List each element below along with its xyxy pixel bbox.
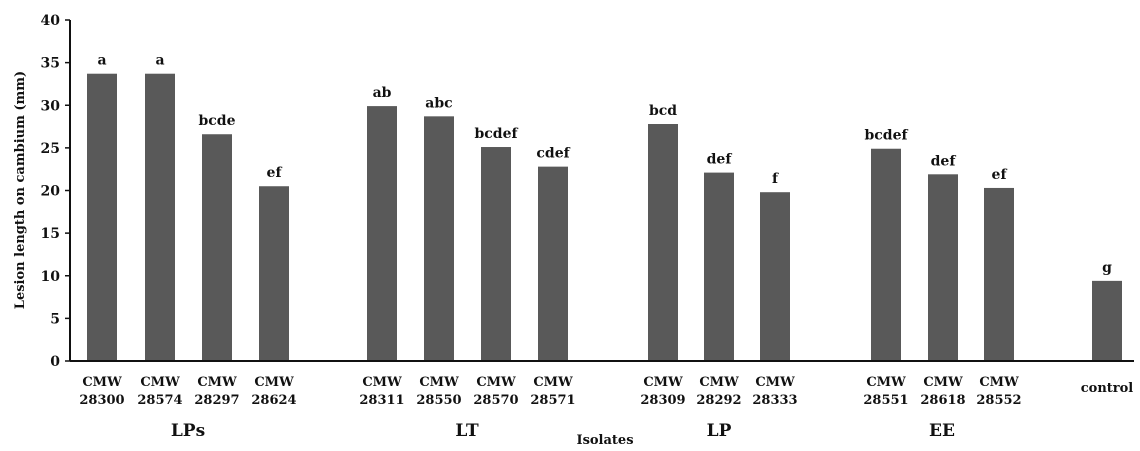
significance-label: ab [373, 85, 392, 101]
y-tick-label: 40 [41, 13, 61, 29]
y-tick-label: 25 [41, 141, 60, 157]
bar [87, 73, 117, 362]
bar [145, 73, 175, 362]
bar [259, 186, 289, 361]
category-label-line1: CMW [923, 375, 963, 390]
significance-label: ef [267, 165, 283, 181]
significance-label: g [1102, 260, 1112, 276]
category-label-line2: 28552 [976, 393, 1021, 408]
category-label-line1: CMW [254, 375, 294, 390]
bar [367, 106, 397, 361]
group-label: EE [929, 421, 955, 441]
category-label-line2: 28574 [137, 393, 182, 408]
category-label-line2: 28624 [251, 393, 296, 408]
significance-label: f [772, 171, 779, 187]
significance-label: abc [425, 95, 452, 111]
bar [202, 134, 232, 361]
category-label-line1: CMW [866, 375, 906, 390]
group-label: LT [455, 421, 479, 441]
category-label-line1: CMW [362, 375, 402, 390]
category-label-line1: CMW [197, 375, 237, 390]
bar [760, 192, 790, 361]
significance-label: a [97, 53, 106, 69]
bar [538, 166, 568, 361]
category-label-line1: CMW [476, 375, 516, 390]
category-label-line1: CMW [643, 375, 683, 390]
category-label-line2: 28618 [920, 393, 965, 408]
bar [704, 172, 734, 361]
category-label-line1: CMW [533, 375, 573, 390]
y-tick-label: 0 [50, 354, 60, 370]
category-label-line1: CMW [755, 375, 795, 390]
category-label-line2: 28300 [79, 393, 124, 408]
significance-label: ef [992, 167, 1008, 183]
y-tick-label: 10 [41, 269, 61, 285]
x-axis-label: Isolates [576, 433, 633, 448]
y-tick-label: 15 [41, 226, 60, 242]
y-tick-label: 20 [41, 184, 61, 200]
category-label-line1: CMW [419, 375, 459, 390]
y-tick-label: 5 [50, 311, 60, 327]
category-label-line2: 28297 [194, 393, 239, 408]
bar [424, 116, 454, 362]
category-label-line2: 28551 [863, 393, 908, 408]
category-label-line2: 28570 [473, 393, 518, 408]
group-label: LP [707, 421, 732, 441]
category-label-line2: 28309 [640, 393, 685, 408]
significance-label: bcd [649, 103, 677, 119]
significance-label: a [155, 53, 164, 69]
category-label-line2: 28311 [359, 393, 404, 408]
category-label-line2: 28333 [752, 393, 797, 408]
category-label-line1: CMW [699, 375, 739, 390]
y-tick-label: 30 [41, 98, 61, 114]
significance-label: def [931, 153, 957, 169]
y-tick-label: 35 [41, 56, 60, 72]
labels-layer: a CMW 28300 a CMW 28574 bcde CMW 28297 ef CMW 28624… [79, 53, 1133, 441]
category-label-line2: 28571 [530, 393, 575, 408]
significance-label: cdef [536, 146, 570, 162]
bar [928, 174, 958, 361]
bars-layer [87, 73, 1122, 362]
significance-label: def [707, 152, 733, 168]
significance-label: bcdef [864, 128, 908, 144]
bar [648, 124, 678, 361]
significance-label: bcde [198, 113, 235, 129]
bar [1092, 280, 1122, 361]
category-label-line2: 28550 [416, 393, 461, 408]
bar [481, 147, 511, 361]
significance-label: bcdef [474, 126, 518, 142]
y-ticks-layer: 0 5 10 15 20 25 30 35 40 [41, 13, 70, 370]
category-label-line1: CMW [140, 375, 180, 390]
group-label: LPs [171, 421, 205, 441]
y-axis-label: Lesion length on cambium (mm) [13, 71, 28, 309]
bar [871, 148, 901, 361]
category-label-line1: CMW [82, 375, 122, 390]
bar [984, 187, 1014, 361]
category-label-line1: CMW [979, 375, 1019, 390]
category-label-line2: 28292 [696, 393, 741, 408]
category-label: control [1081, 381, 1134, 396]
